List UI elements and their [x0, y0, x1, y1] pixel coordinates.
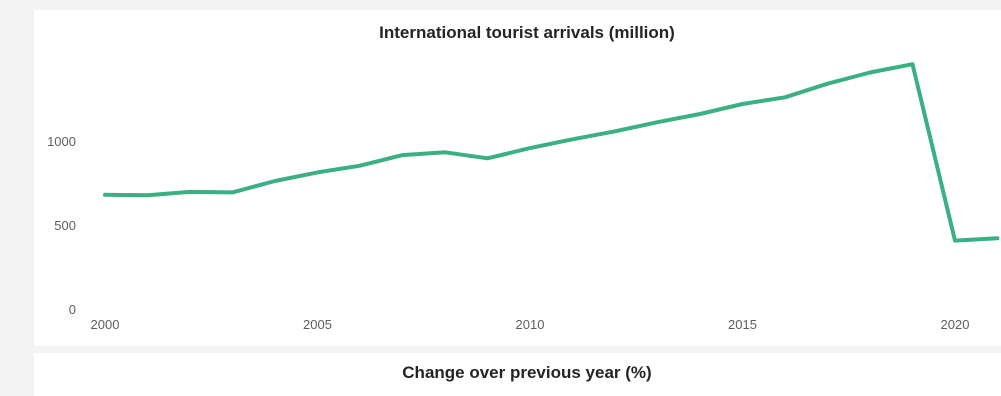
- y-tick-label: 0: [69, 302, 76, 317]
- x-tick-label: 2020: [941, 317, 970, 332]
- y-axis: 0 500 1000: [47, 134, 76, 317]
- x-tick-label: 2010: [516, 317, 545, 332]
- x-tick-label: 2015: [728, 317, 757, 332]
- x-tick-label: 2000: [91, 317, 120, 332]
- series-layer: [103, 62, 1000, 243]
- series-line-0: [103, 62, 1000, 243]
- x-tick-label: 2005: [303, 317, 332, 332]
- second-chart-title: Change over previous year (%): [402, 363, 651, 382]
- top-panel-background: [34, 10, 1001, 346]
- bottom-panel-background: [34, 353, 1001, 396]
- x-axis: 2000 2005 2010 2015 2020: [91, 317, 970, 332]
- y-tick-label: 500: [54, 218, 76, 233]
- chart-title: International tourist arrivals (million): [379, 23, 675, 42]
- y-tick-label: 1000: [47, 134, 76, 149]
